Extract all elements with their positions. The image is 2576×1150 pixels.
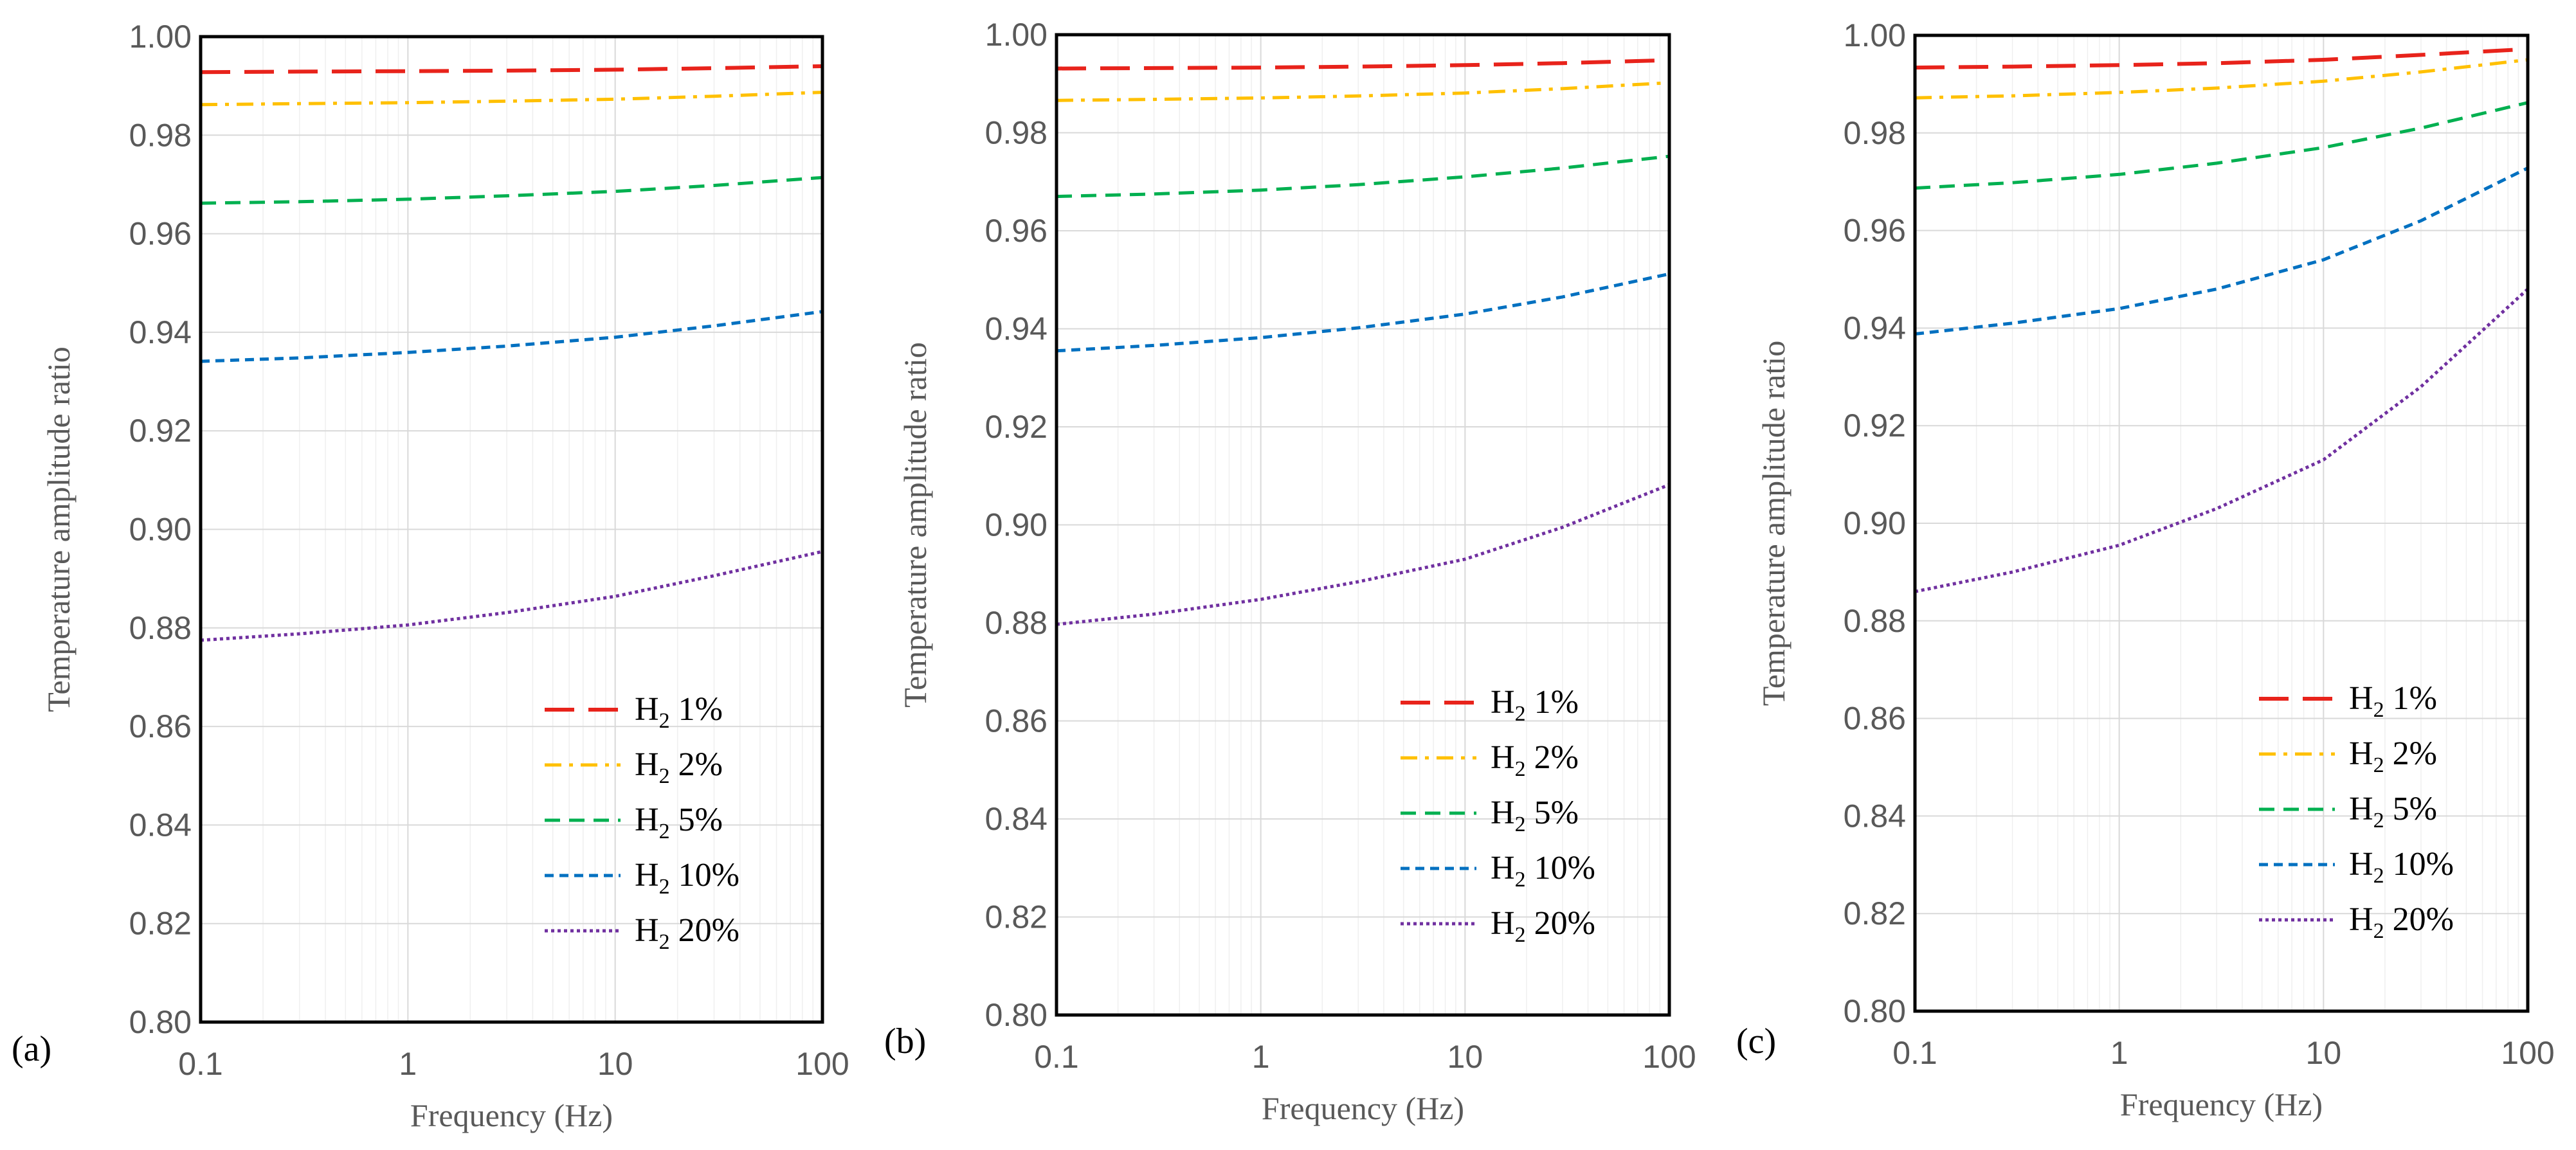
- series-line-3: [1056, 154, 1670, 199]
- x-tick-label: 1: [399, 1046, 417, 1082]
- y-tick-label: 0.96: [129, 216, 192, 252]
- plot-frame: [199, 35, 824, 1024]
- x-tick-label: 10: [1447, 1039, 1483, 1075]
- y-tick-label: 0.84: [985, 801, 1048, 837]
- y-axis-title: Temperature amplitude ratio: [41, 346, 77, 712]
- chart-panel-2: 0.80 0.82 0.84 0.86 0.88 0.90 0.92 0.94 0.96 0.98…: [884, 17, 1696, 1126]
- x-tick-label: 0.1: [178, 1046, 223, 1082]
- legend-entry-1: H2 1%: [2349, 680, 2437, 722]
- y-tick-label: 0.94: [985, 311, 1048, 347]
- x-tick-label: 1: [2110, 1035, 2128, 1071]
- y-tick-label: 0.86: [1844, 701, 1906, 737]
- y-tick-label: 0.98: [129, 117, 192, 153]
- y-tick-label: 0.80: [985, 997, 1048, 1033]
- x-tick-label: 100: [2501, 1035, 2554, 1071]
- y-tick-label: 0.86: [129, 708, 192, 744]
- series-line-2: [1914, 58, 2528, 100]
- x-axis-title: Frequency (Hz): [2120, 1086, 2323, 1122]
- chart-panel-3: 0.80 0.82 0.84 0.86 0.88 0.90 0.92 0.94 0.96 0.98…: [1736, 17, 2555, 1122]
- legend-entry-3: H2 5%: [2349, 791, 2437, 832]
- y-tick-label: 0.82: [985, 899, 1048, 935]
- y-tick-label: 0.82: [1844, 895, 1906, 931]
- series-line-3: [200, 175, 823, 205]
- legend-entry-4: H2 10%: [635, 857, 739, 899]
- x-tick-label: 0.1: [1892, 1035, 1937, 1071]
- legend-entry-1: H2 1%: [1491, 684, 1579, 726]
- legend-entry-2: H2 2%: [635, 746, 723, 788]
- y-tick-label: 0.88: [1844, 603, 1906, 639]
- panel-label: (a): [12, 1029, 51, 1069]
- legend-entry-4: H2 10%: [2349, 846, 2454, 888]
- y-tick-label: 0.84: [1844, 798, 1906, 834]
- x-tick-label: 100: [795, 1046, 849, 1082]
- y-tick-label: 0.92: [985, 409, 1048, 445]
- y-tick-label: 0.80: [1844, 993, 1906, 1029]
- series-line-2: [200, 91, 823, 107]
- y-tick-label: 0.90: [1844, 505, 1906, 541]
- y-tick-label: 0.94: [1844, 310, 1906, 346]
- x-axis-title: Frequency (Hz): [1262, 1090, 1464, 1126]
- y-tick-label: 0.94: [129, 314, 192, 350]
- series-line-3: [1914, 101, 2528, 190]
- plot-frame: [1913, 33, 2530, 1013]
- plot-frame: [1055, 33, 1671, 1017]
- y-tick-label: 0.82: [129, 906, 192, 942]
- panel-label: (c): [1736, 1021, 1776, 1061]
- y-tick-label: 0.88: [129, 610, 192, 646]
- panel-label: (b): [884, 1021, 926, 1061]
- x-axis-title: Frequency (Hz): [410, 1097, 613, 1133]
- chart-panel-1: 0.80 0.82 0.84 0.86 0.88 0.90 0.92 0.94 0.96 0.98…: [12, 19, 849, 1133]
- y-axis-title: Temperature amplitude ratio: [1755, 341, 1791, 706]
- y-tick-label: 0.92: [1844, 408, 1906, 444]
- y-tick-label: 0.96: [985, 213, 1048, 249]
- legend-entry-2: H2 2%: [1491, 739, 1579, 781]
- y-tick-label: 1.00: [1844, 17, 1906, 53]
- y-tick-label: 0.86: [985, 703, 1048, 739]
- x-tick-label: 10: [597, 1046, 633, 1082]
- y-tick-label: 0.96: [1844, 213, 1906, 249]
- x-tick-label: 0.1: [1034, 1039, 1079, 1075]
- series-line-4: [1914, 166, 2529, 336]
- y-tick-label: 0.90: [129, 512, 192, 548]
- series-line-2: [1056, 81, 1670, 102]
- y-tick-label: 0.80: [129, 1004, 192, 1040]
- legend-entry-3: H2 5%: [1491, 795, 1579, 836]
- legend-entry-1: H2 1%: [635, 691, 723, 733]
- series-line-5: [1056, 483, 1670, 626]
- series-line-5: [1914, 287, 2529, 593]
- legend-entry-5: H2 20%: [1491, 905, 1595, 947]
- legend-entry-2: H2 2%: [2349, 735, 2437, 777]
- y-tick-label: 0.92: [129, 413, 192, 449]
- legend-entry-5: H2 20%: [2349, 901, 2454, 943]
- series-line-1: [1056, 58, 1670, 71]
- y-tick-label: 1.00: [129, 19, 192, 55]
- series-line-1: [1914, 47, 2528, 70]
- y-tick-label: 0.84: [129, 807, 192, 843]
- legend-entry-5: H2 20%: [635, 912, 739, 954]
- y-tick-label: 0.98: [985, 115, 1048, 151]
- y-axis-title: Temperature amplitude ratio: [897, 342, 933, 707]
- y-tick-label: 0.88: [985, 605, 1048, 641]
- legend-entry-3: H2 5%: [635, 802, 723, 843]
- x-tick-label: 1: [1252, 1039, 1270, 1075]
- series-line-1: [200, 64, 823, 75]
- x-tick-label: 100: [1642, 1039, 1696, 1075]
- series-line-5: [200, 550, 823, 642]
- legend-entry-4: H2 10%: [1491, 850, 1595, 892]
- y-tick-label: 1.00: [985, 17, 1048, 53]
- y-tick-label: 0.98: [1844, 115, 1906, 151]
- y-tick-label: 0.90: [985, 507, 1048, 543]
- series-line-4: [1056, 272, 1670, 353]
- x-tick-label: 10: [2306, 1035, 2342, 1071]
